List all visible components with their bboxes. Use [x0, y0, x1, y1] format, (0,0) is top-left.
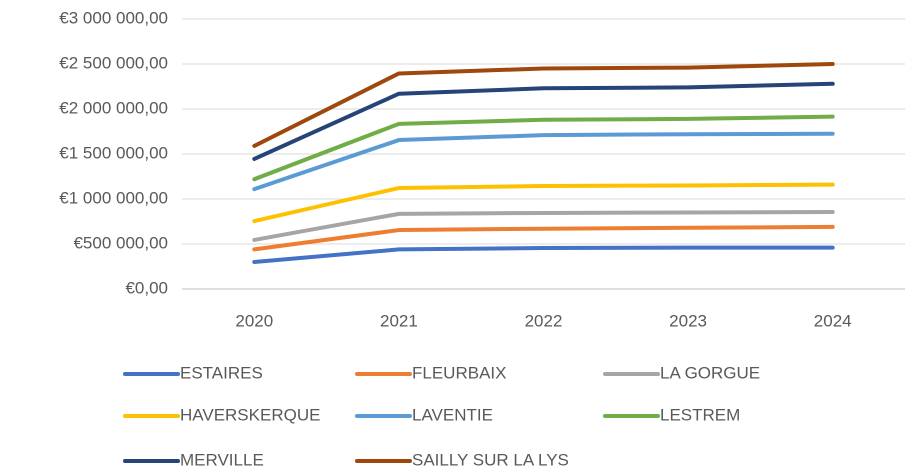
- legend-label: MERVILLE: [180, 450, 264, 469]
- legend-label: LA GORGUE: [660, 363, 760, 382]
- y-tick-label: €1 500 000,00: [59, 143, 168, 162]
- legend-label: ESTAIRES: [180, 363, 263, 382]
- series-line: [252, 224, 835, 252]
- series-line: [252, 81, 835, 161]
- series-line: [252, 182, 835, 224]
- series-line: [252, 114, 835, 182]
- x-tick-label: 2020: [235, 311, 273, 330]
- series-line: [252, 131, 835, 192]
- x-tick-label: 2023: [669, 311, 707, 330]
- x-tick-label: 2021: [380, 311, 418, 330]
- y-tick-label: €1 000 000,00: [59, 188, 168, 207]
- legend-label: SAILLY SUR LA LYS: [412, 450, 569, 469]
- legend-label: LAVENTIE: [412, 405, 493, 424]
- y-tick-label: €500 000,00: [73, 233, 168, 252]
- y-tick-label: €2 500 000,00: [59, 53, 168, 72]
- series-line: [252, 62, 835, 148]
- series-line: [252, 210, 835, 242]
- x-tick-label: 2024: [814, 311, 852, 330]
- y-tick-label: €3 000 000,00: [59, 8, 168, 27]
- y-tick-label: €0,00: [125, 278, 168, 297]
- y-tick-label: €2 000 000,00: [59, 98, 168, 117]
- legend-label: FLEURBAIX: [412, 363, 506, 382]
- legend-label: LESTREM: [660, 405, 740, 424]
- x-tick-label: 2022: [525, 311, 563, 330]
- series-line: [252, 245, 835, 264]
- legend-label: HAVERSKERQUE: [180, 405, 320, 424]
